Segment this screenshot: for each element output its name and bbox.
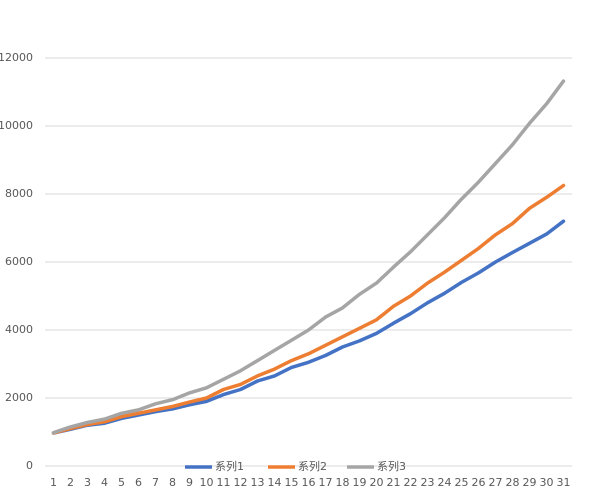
x-tick-label: 30 [540, 476, 554, 489]
x-tick-label: 28 [506, 476, 520, 489]
legend-label: 系列3 [377, 459, 406, 473]
x-tick-label: 6 [135, 476, 142, 489]
x-tick-label: 18 [336, 476, 350, 489]
x-tick-label: 26 [472, 476, 486, 489]
x-tick-label: 27 [489, 476, 503, 489]
x-tick-label: 31 [557, 476, 571, 489]
x-tick-label: 23 [421, 476, 435, 489]
x-tick-label: 12 [234, 476, 248, 489]
x-tick-label: 17 [319, 476, 333, 489]
x-tick-label: 9 [186, 476, 193, 489]
x-tick-label: 25 [455, 476, 469, 489]
x-tick-label: 4 [101, 476, 108, 489]
legend-label: 系列2 [298, 459, 327, 473]
x-tick-label: 22 [404, 476, 418, 489]
y-tick-label: 2000 [5, 391, 33, 404]
series-line [51, 79, 566, 435]
x-tick-label: 7 [152, 476, 159, 489]
x-tick-label: 14 [268, 476, 282, 489]
series-line [51, 219, 566, 435]
x-tick-label: 16 [302, 476, 316, 489]
x-tick-label: 15 [285, 476, 299, 489]
x-tick-label: 10 [200, 476, 214, 489]
x-tick-label: 21 [387, 476, 401, 489]
x-tick-label: 13 [251, 476, 265, 489]
x-tick-label: 29 [523, 476, 537, 489]
x-tick-label: 19 [353, 476, 367, 489]
x-tick-label: 2 [67, 476, 74, 489]
y-tick-label: 0 [26, 459, 33, 472]
y-tick-label: 12000 [0, 51, 33, 64]
x-tick-label: 8 [169, 476, 176, 489]
y-tick-label: 6000 [5, 255, 33, 268]
y-tick-label: 10000 [0, 119, 33, 132]
y-tick-label: 8000 [5, 187, 33, 200]
x-tick-label: 1 [50, 476, 57, 489]
legend-label: 系列1 [215, 459, 244, 473]
y-tick-label: 4000 [5, 323, 33, 336]
series-line [51, 183, 566, 435]
x-tick-label: 3 [84, 476, 91, 489]
x-tick-label: 20 [370, 476, 384, 489]
x-tick-label: 24 [438, 476, 452, 489]
x-tick-label: 11 [217, 476, 231, 489]
x-tick-label: 5 [118, 476, 125, 489]
